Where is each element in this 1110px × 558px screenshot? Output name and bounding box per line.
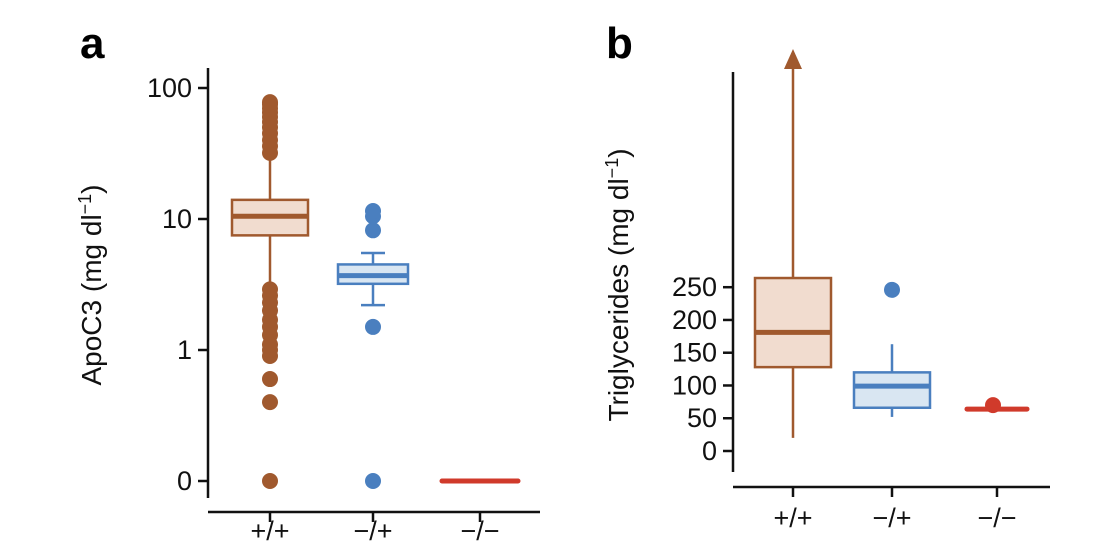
y-axis-title-b-main: Triglycerides (mg dl: [603, 178, 634, 421]
box: [753, 276, 833, 369]
panel-label-b: b: [606, 19, 633, 68]
y-axis-title-b: Triglycerides (mg dl−1): [602, 148, 634, 421]
y-tick-label-b: 100: [672, 370, 717, 400]
arrow-head: [784, 49, 802, 69]
outlier-point: [985, 397, 1001, 414]
outlier-point: [262, 94, 278, 111]
y-axis-title-b-sup: −1: [602, 158, 622, 179]
x-tick-label-a: +/+: [250, 516, 289, 546]
outlier-point: [365, 473, 381, 489]
y-tick-label-b: 50: [687, 403, 717, 433]
y-tick-label-a: 100: [147, 73, 192, 103]
outlier-point: [884, 281, 900, 298]
y-axis-title-b-close: ): [603, 148, 634, 157]
y-axis-title-a-main: ApoC3 (mg dl: [76, 214, 107, 385]
y-axis-title-a-close: ): [76, 184, 107, 193]
x-tick-label-a: −/−: [460, 516, 499, 546]
outlier-point: [365, 222, 381, 239]
x-tick-label-b: −/+: [872, 503, 911, 533]
box: [852, 371, 932, 410]
outlier-point: [262, 281, 278, 298]
x-tick-label-a: −/+: [353, 516, 392, 546]
y-tick-label-b: 200: [672, 305, 717, 335]
outlier-point: [365, 318, 381, 335]
x-tick-label-b: +/+: [773, 503, 812, 533]
outlier-point: [262, 371, 278, 388]
y-tick-label-b: 0: [702, 436, 717, 466]
x-tick-label-b: −/−: [977, 503, 1016, 533]
y-axis-title-a: ApoC3 (mg dl−1): [75, 184, 107, 385]
panel-b: b Triglycerides (mg dl−1) 05010015020025…: [602, 19, 1050, 533]
y-tick-label-a: 10: [162, 204, 192, 234]
y-tick-label-b: 250: [672, 272, 717, 302]
y-tick-label-b: 150: [672, 338, 717, 368]
y-axis-title-a-sup: −1: [75, 194, 95, 215]
y-tick-label-a: 0: [177, 466, 192, 496]
outlier-point: [262, 394, 278, 411]
outlier-point: [365, 203, 381, 220]
outlier-point: [262, 473, 278, 489]
panel-label-a: a: [80, 19, 105, 68]
y-tick-label-a: 1: [177, 335, 192, 365]
